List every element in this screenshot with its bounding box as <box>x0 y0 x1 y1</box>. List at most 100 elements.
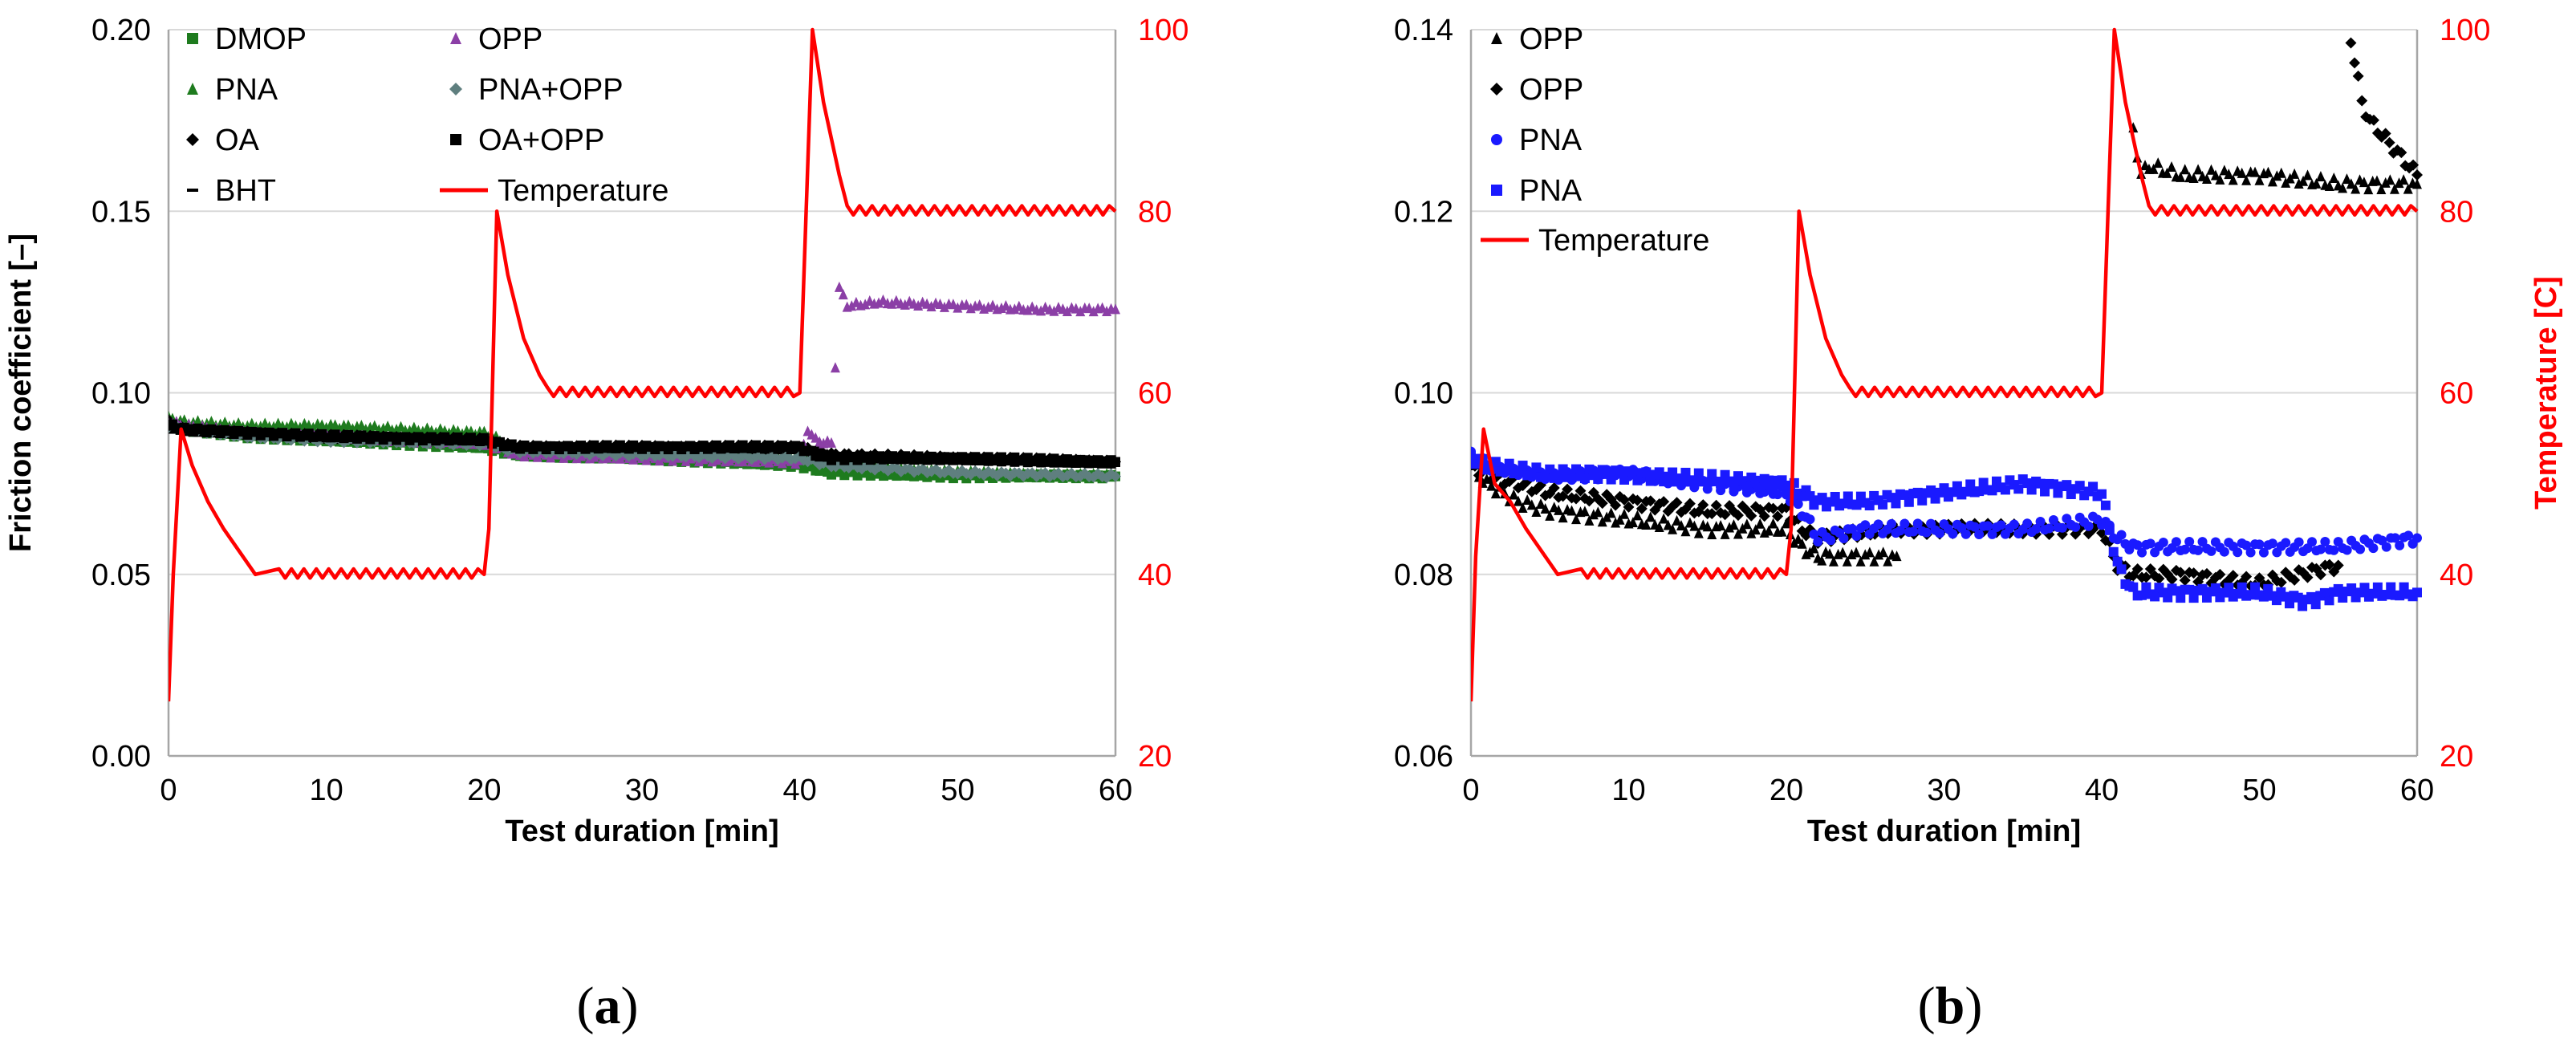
data-point <box>1531 462 1542 473</box>
x-tick-label: 10 <box>310 774 343 807</box>
data-point <box>1036 305 1046 316</box>
data-point <box>1593 506 1603 518</box>
data-point <box>1935 528 1945 538</box>
data-point <box>2128 582 2139 592</box>
data-point <box>1545 464 1555 474</box>
data-point <box>1574 485 1587 497</box>
caption-paren: ( <box>577 977 595 1035</box>
data-point <box>1847 523 1858 534</box>
data-point <box>1939 483 1949 494</box>
data-point <box>1504 458 1514 469</box>
data-point <box>2271 595 2281 606</box>
data-point <box>926 300 937 311</box>
data-point <box>2158 538 2168 548</box>
data-point <box>1526 499 1537 510</box>
data-point <box>1659 513 1669 524</box>
data-point <box>2145 538 2155 549</box>
data-point <box>1817 493 1827 503</box>
data-point <box>1615 514 1625 525</box>
data-point <box>1702 521 1713 532</box>
data-point <box>1557 490 1569 502</box>
chart-panel-a: 0.00 0.05 0.10 0.15 0.20 20 40 60 80 100 0 10 20 30 40… <box>4 14 1188 1035</box>
legend: DMOP PNA OA BHT OPP PNA+OPP OA+OPP Temperature <box>186 22 668 208</box>
data-point <box>1571 514 1581 525</box>
data-point <box>1745 510 1757 522</box>
y-tick-label: 0.06 <box>1394 740 1453 774</box>
data-point <box>1878 499 1888 510</box>
data-point <box>2324 595 2334 606</box>
data-point <box>1668 467 1678 477</box>
data-point <box>2140 571 2152 583</box>
series-pna <box>1471 451 2422 611</box>
data-point <box>1750 524 1761 535</box>
data-point <box>1001 300 1011 311</box>
data-point <box>1987 529 1997 539</box>
x-tick-label: 50 <box>941 774 974 807</box>
data-point <box>2132 540 2143 550</box>
data-point <box>1777 475 1787 485</box>
data-point <box>2193 545 2204 555</box>
data-point <box>246 417 257 429</box>
data-point <box>2088 481 2099 492</box>
data-point <box>2338 182 2348 193</box>
data-point <box>1619 474 1630 485</box>
data-point <box>1839 533 1849 543</box>
data-point <box>1983 521 1993 531</box>
data-point <box>2315 544 2326 554</box>
x-tick-label: 30 <box>625 774 659 807</box>
legend-marker <box>1491 185 1502 196</box>
data-point <box>1593 473 1603 484</box>
data-point <box>2197 583 2208 594</box>
data-point <box>2245 590 2256 600</box>
data-point <box>2315 171 2326 182</box>
data-point <box>2180 164 2190 175</box>
data-point <box>1797 538 1807 549</box>
legend-label: PNA <box>1519 124 1583 157</box>
legend-marker <box>1491 134 1502 145</box>
y2-tick-label: 60 <box>2440 377 2473 411</box>
data-point <box>1672 514 1682 526</box>
data-point <box>1619 494 1631 506</box>
caption-paren: ( <box>1918 977 1936 1035</box>
data-point <box>1793 499 1803 510</box>
x-tick-label: 20 <box>467 774 501 807</box>
data-point <box>874 297 884 308</box>
data-point <box>834 281 844 292</box>
data-point <box>2167 161 2177 173</box>
data-point <box>1921 527 1932 538</box>
legend-label: PNA <box>215 73 278 107</box>
y-tick-label: 0.12 <box>1394 195 1453 229</box>
x-tick-label: 40 <box>2085 774 2119 807</box>
data-point <box>2074 481 2085 491</box>
data-point <box>900 299 910 310</box>
data-point <box>2258 591 2269 602</box>
data-point <box>2062 480 2072 490</box>
data-point <box>2395 591 2405 601</box>
data-point <box>2224 583 2234 593</box>
data-point <box>1828 555 1839 567</box>
data-point <box>1764 475 1774 485</box>
data-point <box>2237 582 2247 592</box>
legend-label: OPP <box>1519 73 1583 107</box>
data-point <box>2412 533 2422 543</box>
series-pna <box>1471 446 2422 558</box>
data-point <box>2184 584 2195 595</box>
data-point <box>1987 485 1997 496</box>
data-point <box>1570 493 1582 505</box>
data-point <box>1851 546 1862 558</box>
data-point <box>1062 305 1072 316</box>
data-point <box>2241 540 2252 550</box>
data-point <box>1490 488 1501 499</box>
data-point <box>1707 528 1717 539</box>
data-point <box>1817 554 1827 566</box>
data-point <box>2407 159 2420 171</box>
data-point <box>2228 174 2238 185</box>
data-point <box>2116 530 2127 540</box>
data-point <box>2332 559 2344 571</box>
data-point <box>1654 467 1664 477</box>
data-point <box>1562 483 1574 495</box>
y2-axis-title: Temperature [C] <box>2529 276 2563 510</box>
data-point <box>1732 510 1744 522</box>
data-point <box>1558 512 1568 523</box>
data-point <box>2379 128 2391 140</box>
